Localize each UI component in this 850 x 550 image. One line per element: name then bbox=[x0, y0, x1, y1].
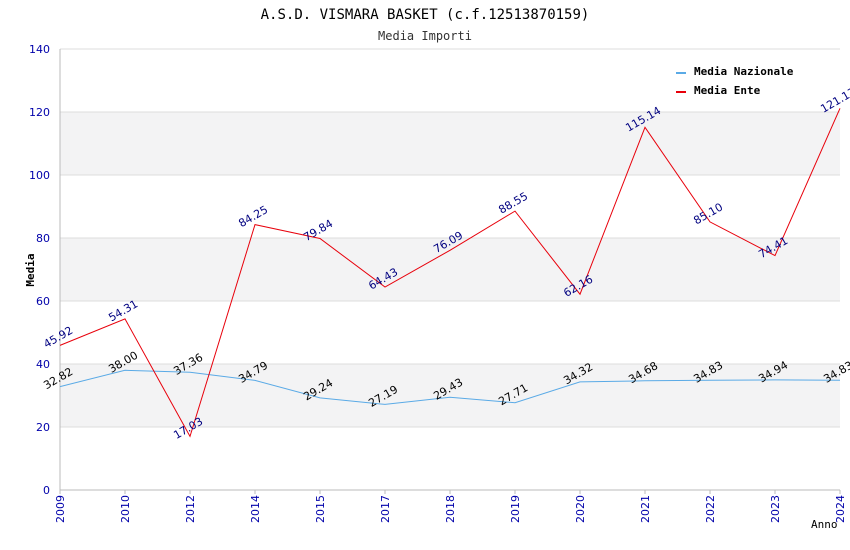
data-label: 45.92 bbox=[41, 324, 75, 351]
legend-label-media-nazionale: Media Nazionale bbox=[694, 65, 794, 78]
series-line-media-ente bbox=[59, 108, 841, 438]
x-tick-label: 2023 bbox=[769, 495, 782, 523]
x-tick-label: 2009 bbox=[54, 495, 67, 523]
x-tick-label: 2017 bbox=[379, 495, 392, 523]
y-tick-label: 120 bbox=[29, 106, 50, 119]
series-line-media-nazionale bbox=[59, 369, 841, 405]
grid-band bbox=[60, 238, 840, 301]
data-label: 121.17 bbox=[818, 85, 850, 116]
legend: Media Nazionale Media Ente bbox=[676, 65, 794, 97]
x-tick-label: 2018 bbox=[444, 495, 457, 523]
alternating-bands bbox=[60, 112, 840, 427]
x-tick-label: 2022 bbox=[704, 495, 717, 523]
x-tick-labels: 2009 2010 2012 2014 2015 2017 2018 2019 2020 2021… bbox=[54, 495, 847, 523]
y-tick-label: 20 bbox=[36, 421, 50, 434]
series-lines bbox=[59, 108, 841, 438]
chart-title: A.S.D. VISMARA BASKET (c.f.12513870159) bbox=[261, 7, 590, 23]
grid-band bbox=[60, 112, 840, 175]
y-tick-label: 40 bbox=[36, 358, 50, 371]
axes bbox=[59, 49, 841, 494]
x-tick-label: 2021 bbox=[639, 495, 652, 523]
x-tick-label: 2024 bbox=[834, 495, 847, 523]
y-tick-label: 80 bbox=[36, 232, 50, 245]
grid-band bbox=[60, 364, 840, 427]
x-tick-label: 2014 bbox=[249, 495, 262, 523]
chart-subtitle: Media Importi bbox=[378, 29, 472, 43]
x-tick-label: 2015 bbox=[314, 495, 327, 523]
y-tick-label: 0 bbox=[43, 484, 50, 497]
y-axis-label: Media bbox=[24, 253, 37, 286]
x-tick-label: 2019 bbox=[509, 495, 522, 523]
y-tick-label: 140 bbox=[29, 43, 50, 56]
x-tick-label: 2020 bbox=[574, 495, 587, 523]
x-axis-label: Anno bbox=[811, 518, 838, 531]
legend-label-media-ente: Media Ente bbox=[694, 84, 761, 97]
y-tick-labels: 0 20 40 60 80 100 120 140 bbox=[29, 43, 50, 497]
data-label: 85.10 bbox=[691, 200, 725, 227]
y-tick-label: 100 bbox=[29, 169, 50, 182]
data-label: 84.25 bbox=[236, 203, 270, 230]
x-tick-label: 2010 bbox=[119, 495, 132, 523]
x-tick-label: 2012 bbox=[184, 495, 197, 523]
y-tick-label: 60 bbox=[36, 295, 50, 308]
